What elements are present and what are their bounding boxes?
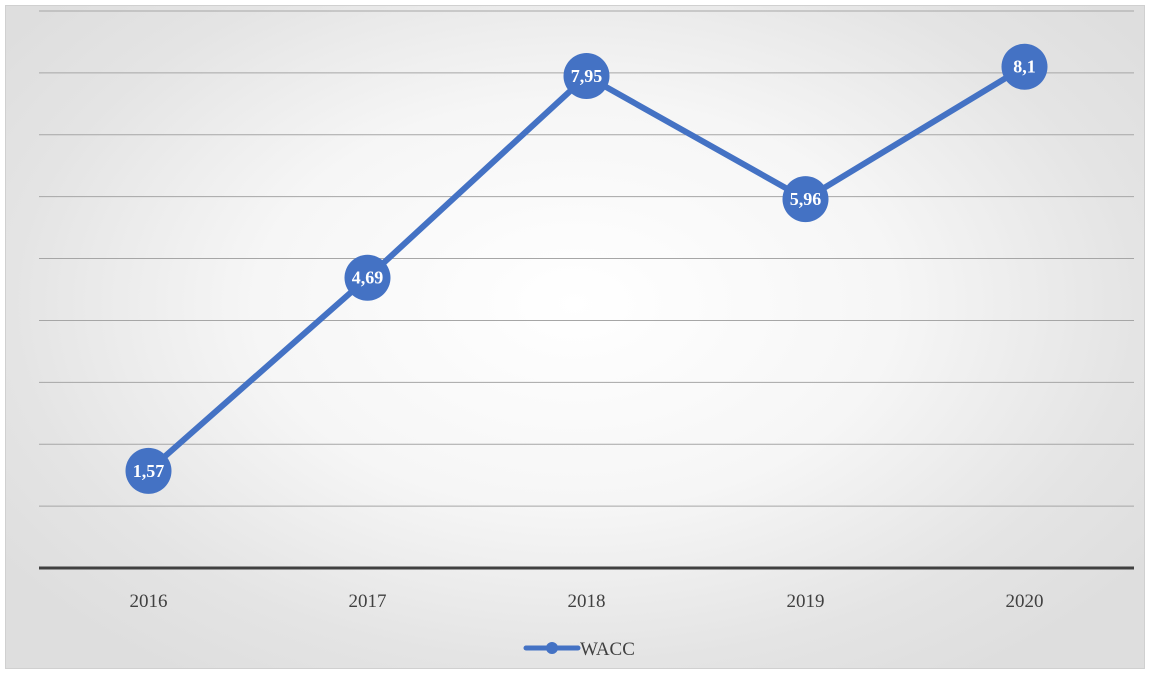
data-point-2020 xyxy=(1001,43,1048,90)
data-label-2017: 4,69 xyxy=(352,268,384,288)
data-label-2020: 8,1 xyxy=(1013,57,1036,77)
data-point-2016 xyxy=(125,447,172,494)
wacc-line-chart: 2016 2017 2018 2019 2020 1,57 4,69 7,95 5,96 8,1… xyxy=(39,10,1134,660)
series-line-wacc xyxy=(145,63,1028,474)
data-label-2016: 1,57 xyxy=(133,461,165,481)
gridlines xyxy=(39,10,1134,507)
chart-area: 2016 2017 2018 2019 2020 1,57 4,69 7,95 5,96 8,1… xyxy=(5,5,1145,669)
data-point-2019 xyxy=(782,176,829,223)
legend: WACC xyxy=(523,639,635,660)
data-point-2017 xyxy=(344,254,391,301)
x-tick-label-2019: 2019 xyxy=(787,591,825,612)
x-tick-label-2020: 2020 xyxy=(1006,591,1044,612)
legend-label-wacc: WACC xyxy=(580,639,635,660)
series-wacc: 1,57 4,69 7,95 5,96 8,1 xyxy=(125,43,1048,494)
x-tick-label-2017: 2017 xyxy=(349,591,387,612)
data-point-2018 xyxy=(563,52,610,99)
x-tick-labels: 2016 2017 2018 2019 2020 xyxy=(130,591,1044,612)
legend-marker-icon xyxy=(546,642,558,654)
data-label-2018: 7,95 xyxy=(571,66,603,86)
x-tick-label-2018: 2018 xyxy=(568,591,606,612)
x-tick-label-2016: 2016 xyxy=(130,591,168,612)
data-label-2019: 5,96 xyxy=(790,189,822,209)
